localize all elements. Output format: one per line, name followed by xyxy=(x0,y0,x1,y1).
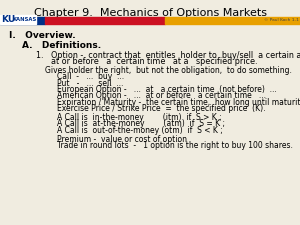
Text: Gives holder the right,  but not the obligation,  to do something.: Gives holder the right, but not the obli… xyxy=(45,66,292,75)
Text: I.   Overview.: I. Overview. xyxy=(9,32,76,40)
Bar xyxy=(0,17,45,24)
Text: Premium -  value or cost of option: Premium - value or cost of option xyxy=(57,135,187,144)
Text: Expiration / Maturity -  the certain time,  how long until maturity (T).: Expiration / Maturity - the certain time… xyxy=(57,98,300,107)
Text: American Option -   ...  at or before   a certain time   ...: American Option - ... at or before a cer… xyxy=(57,91,266,100)
Bar xyxy=(165,17,300,24)
Text: A.   Definitions.: A. Definitions. xyxy=(22,40,102,50)
Text: © Paul Koch 1-1: © Paul Koch 1-1 xyxy=(264,18,298,22)
Bar xyxy=(0,15,36,24)
Text: A Call is  in-the-money        (itm)  if  S > K ;: A Call is in-the-money (itm) if S > K ; xyxy=(57,113,222,122)
Text: at or before   a  certain time   at a   specified price.: at or before a certain time at a specifi… xyxy=(36,57,257,66)
Bar xyxy=(45,17,165,24)
Text: KANSAS: KANSAS xyxy=(13,17,37,22)
Text: A Call is  at-the-money        (atm)  if  S = K ;: A Call is at-the-money (atm) if S = K ; xyxy=(57,119,225,128)
Text: Chapter 9.  Mechanics of Options Markets: Chapter 9. Mechanics of Options Markets xyxy=(34,9,266,18)
Text: European Option -   ...  at   a certain time  (not before)  ...: European Option - ... at a certain time … xyxy=(57,85,277,94)
Text: KU: KU xyxy=(2,15,16,24)
Text: Call  -   ...  buy  ...: Call - ... buy ... xyxy=(57,72,124,81)
Text: 1.   Option -  contract that  entitles  holder to  buy/sell  a certain asset: 1. Option - contract that entitles holde… xyxy=(36,51,300,60)
Text: Put   -   ...  sell  ...: Put - ... sell ... xyxy=(57,79,123,88)
Text: Exercise Price / Strike Price  =  the specified price  (K).: Exercise Price / Strike Price = the spec… xyxy=(57,104,266,113)
Text: A Call is  out-of-the-money (otm)  if  S < K ;: A Call is out-of-the-money (otm) if S < … xyxy=(57,126,223,135)
Text: Trade in round lots  -   1 option is the right to buy 100 shares.: Trade in round lots - 1 option is the ri… xyxy=(57,141,293,150)
